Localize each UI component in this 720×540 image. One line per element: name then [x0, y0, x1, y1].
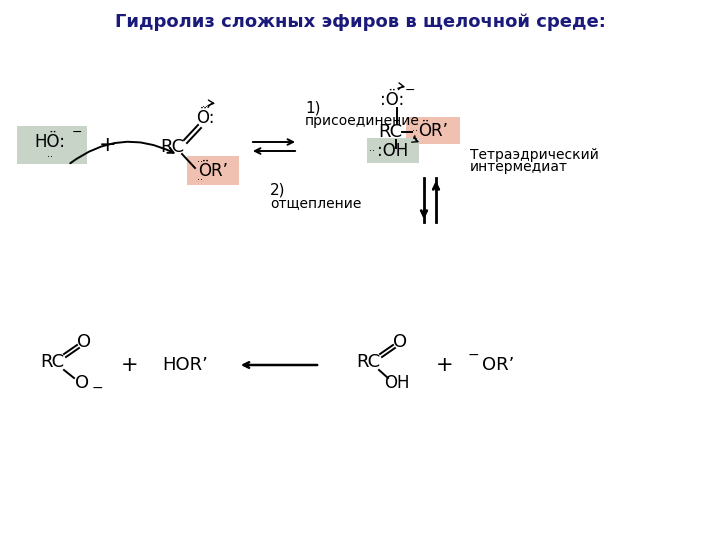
- Text: RC: RC: [378, 123, 402, 141]
- Text: ··: ··: [412, 126, 418, 136]
- Text: Тетраэдрический: Тетраэдрический: [470, 148, 599, 162]
- Text: :Ö:: :Ö:: [380, 91, 404, 109]
- Text: OH: OH: [384, 374, 410, 392]
- Text: −: −: [467, 348, 479, 362]
- Text: отщепление: отщепление: [270, 196, 361, 210]
- Text: HÖ:: HÖ:: [35, 133, 66, 151]
- Text: ··: ··: [369, 146, 375, 156]
- Text: 2): 2): [270, 183, 286, 198]
- Text: −: −: [91, 381, 103, 395]
- Text: O: O: [77, 333, 91, 351]
- Text: присоединение: присоединение: [305, 114, 420, 128]
- Text: ··: ··: [202, 102, 208, 112]
- FancyBboxPatch shape: [406, 117, 460, 144]
- Text: +: +: [436, 355, 454, 375]
- Text: Гидролиз сложных эфиров в щелочной среде:: Гидролиз сложных эфиров в щелочной среде…: [114, 13, 606, 31]
- Text: −: −: [405, 84, 415, 97]
- Text: −: −: [72, 125, 82, 138]
- Text: ÖR’: ÖR’: [418, 122, 448, 140]
- FancyBboxPatch shape: [17, 126, 87, 164]
- FancyBboxPatch shape: [367, 138, 419, 163]
- Text: ··: ··: [389, 85, 395, 95]
- Text: ÖR’: ÖR’: [198, 162, 228, 180]
- FancyBboxPatch shape: [187, 156, 239, 185]
- Text: O: O: [75, 374, 89, 392]
- Text: ··: ··: [47, 152, 53, 162]
- Text: ··: ··: [197, 175, 203, 185]
- Text: RC: RC: [356, 353, 380, 371]
- Text: OR’: OR’: [482, 356, 514, 374]
- Text: +: +: [121, 355, 139, 375]
- Text: интермедиат: интермедиат: [470, 160, 568, 174]
- Text: +: +: [99, 135, 117, 155]
- Text: :OH: :OH: [377, 142, 409, 160]
- Text: ··: ··: [412, 134, 418, 144]
- Text: HOR’: HOR’: [162, 356, 208, 374]
- Text: Ö:: Ö:: [196, 109, 215, 127]
- Text: RC: RC: [40, 353, 64, 371]
- Text: O: O: [393, 333, 407, 351]
- Text: RC: RC: [160, 138, 184, 156]
- Text: ··: ··: [197, 157, 203, 167]
- Text: 1): 1): [305, 100, 320, 116]
